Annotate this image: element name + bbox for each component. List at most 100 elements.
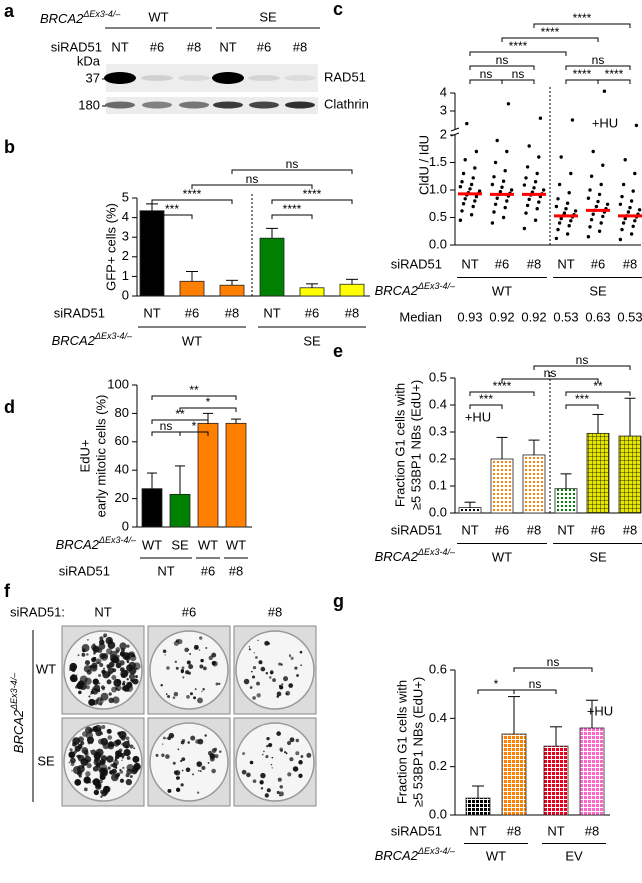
colony bbox=[116, 654, 120, 658]
colony bbox=[98, 682, 101, 685]
colony bbox=[256, 681, 260, 686]
y-axis-label: GFP+ cells (%) bbox=[103, 203, 118, 291]
colony bbox=[86, 669, 92, 675]
allele: ΔEx3-4/– bbox=[417, 547, 456, 557]
significance-bracket bbox=[469, 391, 535, 396]
y-tick-label: 0.0 bbox=[429, 504, 447, 519]
significance-label: * bbox=[192, 419, 197, 433]
data-point bbox=[492, 175, 496, 179]
y-axis-label: early mitotic cells (%) bbox=[93, 395, 108, 518]
data-point bbox=[522, 183, 527, 187]
significance-label: *** bbox=[575, 392, 589, 406]
colony bbox=[276, 695, 280, 698]
colony bbox=[180, 669, 185, 673]
genotype-label: BRCA2ΔEx3-4/– bbox=[375, 281, 456, 298]
colony bbox=[83, 787, 88, 792]
colony bbox=[197, 697, 203, 704]
colony bbox=[75, 674, 78, 676]
colony bbox=[260, 772, 266, 779]
group-label: SE bbox=[589, 549, 607, 564]
data-point bbox=[596, 199, 600, 204]
colony bbox=[185, 767, 191, 773]
colony bbox=[187, 649, 190, 651]
colony bbox=[174, 660, 177, 664]
colony bbox=[199, 664, 204, 669]
data-point bbox=[634, 123, 639, 128]
colony bbox=[92, 678, 100, 685]
colony bbox=[203, 666, 207, 671]
group-label: WT bbox=[492, 283, 512, 298]
row-label: siRAD51 bbox=[391, 256, 442, 271]
allele: ΔEx3-4/– bbox=[98, 535, 137, 545]
colony bbox=[106, 728, 112, 734]
colony bbox=[184, 647, 189, 653]
colony bbox=[95, 783, 102, 790]
data-point bbox=[458, 185, 463, 189]
colony bbox=[284, 751, 287, 754]
colony bbox=[101, 687, 105, 691]
colony bbox=[266, 736, 270, 741]
data-point bbox=[605, 202, 610, 206]
colony bbox=[268, 742, 273, 748]
colony bbox=[260, 666, 266, 672]
data-point bbox=[498, 189, 503, 194]
colony bbox=[175, 787, 181, 793]
colony bbox=[99, 773, 103, 777]
y-tick-label: 4 bbox=[122, 209, 129, 224]
colony bbox=[72, 737, 80, 745]
colony bbox=[261, 753, 264, 756]
colony bbox=[97, 700, 99, 702]
x-tick-label: #8 bbox=[527, 522, 541, 537]
x-tick-label: #8 bbox=[585, 823, 599, 838]
colony bbox=[285, 752, 288, 755]
bar bbox=[219, 284, 245, 297]
colony bbox=[211, 748, 217, 753]
colony bbox=[248, 646, 251, 648]
colony bbox=[252, 779, 257, 784]
significance-bracket bbox=[151, 395, 237, 400]
colony bbox=[90, 690, 94, 695]
data-point bbox=[490, 221, 495, 225]
colony bbox=[248, 648, 251, 651]
colony bbox=[112, 668, 117, 673]
data-point bbox=[557, 182, 562, 187]
panel-letter: c bbox=[333, 0, 343, 19]
x-tick-label: #8 bbox=[527, 256, 541, 271]
x-tick-label: #6 bbox=[185, 305, 199, 320]
y-tick-label: 0.5 bbox=[429, 209, 447, 224]
annotation: +HU bbox=[592, 115, 618, 130]
data-point bbox=[460, 180, 464, 184]
allele: ΔEx3-4/– bbox=[82, 9, 121, 19]
colony bbox=[92, 699, 98, 706]
marker-label: 180 bbox=[78, 97, 100, 112]
colony bbox=[99, 702, 103, 706]
data-point bbox=[597, 229, 602, 233]
data-point bbox=[570, 118, 575, 122]
colony bbox=[175, 666, 179, 670]
colony bbox=[199, 770, 202, 773]
significance-label: ns bbox=[547, 655, 560, 669]
data-point bbox=[501, 215, 506, 220]
data-point bbox=[618, 202, 623, 206]
data-point bbox=[493, 160, 498, 165]
y-axis-label: CldU / IdU bbox=[416, 135, 431, 195]
colony bbox=[208, 655, 214, 661]
y-tick-label: 0.0 bbox=[429, 806, 447, 821]
y-tick-label: 0.0 bbox=[429, 236, 447, 251]
data-point bbox=[492, 210, 496, 214]
genotype-label: BRCA2ΔEx3-4/– bbox=[375, 547, 456, 564]
colony bbox=[287, 772, 292, 777]
colony bbox=[80, 741, 85, 746]
colony bbox=[281, 683, 284, 686]
data-point bbox=[532, 186, 536, 190]
colony bbox=[276, 691, 282, 697]
y-tick-label: 4 bbox=[440, 84, 447, 99]
significance-label: ** bbox=[593, 379, 603, 393]
colony bbox=[289, 737, 295, 743]
colony bbox=[132, 765, 139, 773]
colony bbox=[186, 660, 191, 665]
bar bbox=[543, 745, 569, 816]
bar bbox=[141, 488, 163, 528]
bar bbox=[618, 435, 642, 514]
colony bbox=[266, 744, 269, 748]
